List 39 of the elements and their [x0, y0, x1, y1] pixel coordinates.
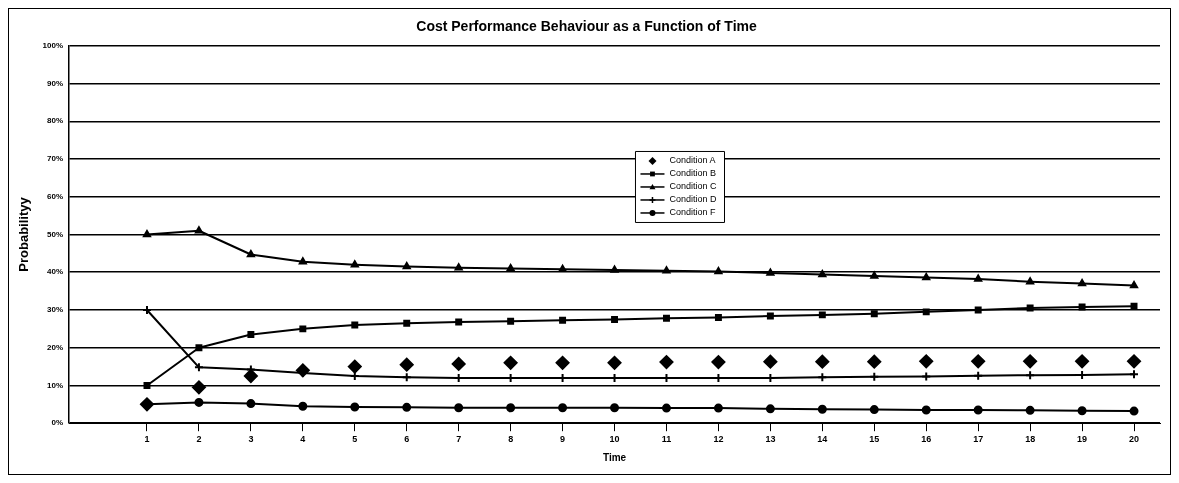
y-tick-label: 100%: [42, 41, 64, 50]
y-tick-label: 90%: [47, 78, 64, 88]
y-tick-label: 20%: [47, 342, 64, 352]
y-tick-label: 60%: [47, 191, 64, 201]
y-tick-label: 50%: [47, 229, 64, 239]
x-tick-label: 15: [869, 434, 880, 445]
x-tick-label: 9: [560, 434, 566, 445]
x-tick-label: 5: [352, 434, 358, 445]
legend-label: Condition C: [669, 181, 717, 192]
x-tick-label: 6: [404, 434, 410, 445]
legend-label: Condition D: [669, 194, 717, 205]
x-tick-label: 3: [248, 434, 254, 445]
y-tick-label: 70%: [47, 154, 64, 164]
x-tick-label: 18: [1025, 434, 1036, 445]
y-tick-label: 80%: [47, 116, 64, 126]
x-tick-label: 12: [713, 434, 724, 445]
x-tick-label: 19: [1077, 434, 1088, 445]
x-axis-title: Time: [602, 451, 627, 463]
y-tick-label: 10%: [47, 380, 64, 390]
x-tick-label: 11: [661, 434, 672, 445]
y-tick-label: 0%: [51, 418, 64, 428]
x-tick-label: 8: [508, 434, 514, 445]
legend-label: Condition B: [669, 168, 717, 179]
y-axis-title: Probabilityy: [16, 196, 32, 272]
y-tick-label: 30%: [47, 305, 64, 315]
x-tick-label: 2: [196, 434, 202, 445]
legend-label: Condition F: [669, 207, 716, 218]
x-tick-label: 14: [817, 434, 828, 445]
y-tick-label: 40%: [47, 267, 64, 277]
x-tick-label: 4: [300, 434, 306, 445]
chart-title: Cost Performance Behaviour as a Function of Time: [416, 18, 757, 35]
x-tick-label: 20: [1129, 434, 1140, 445]
legend-label: Condition A: [669, 155, 716, 166]
x-tick-label: 13: [765, 434, 776, 445]
x-tick-label: 16: [921, 434, 932, 445]
x-tick-label: 10: [609, 434, 620, 445]
x-tick-label: 17: [973, 434, 984, 445]
x-tick-label: 1: [144, 434, 150, 445]
x-tick-label: 7: [456, 434, 462, 445]
